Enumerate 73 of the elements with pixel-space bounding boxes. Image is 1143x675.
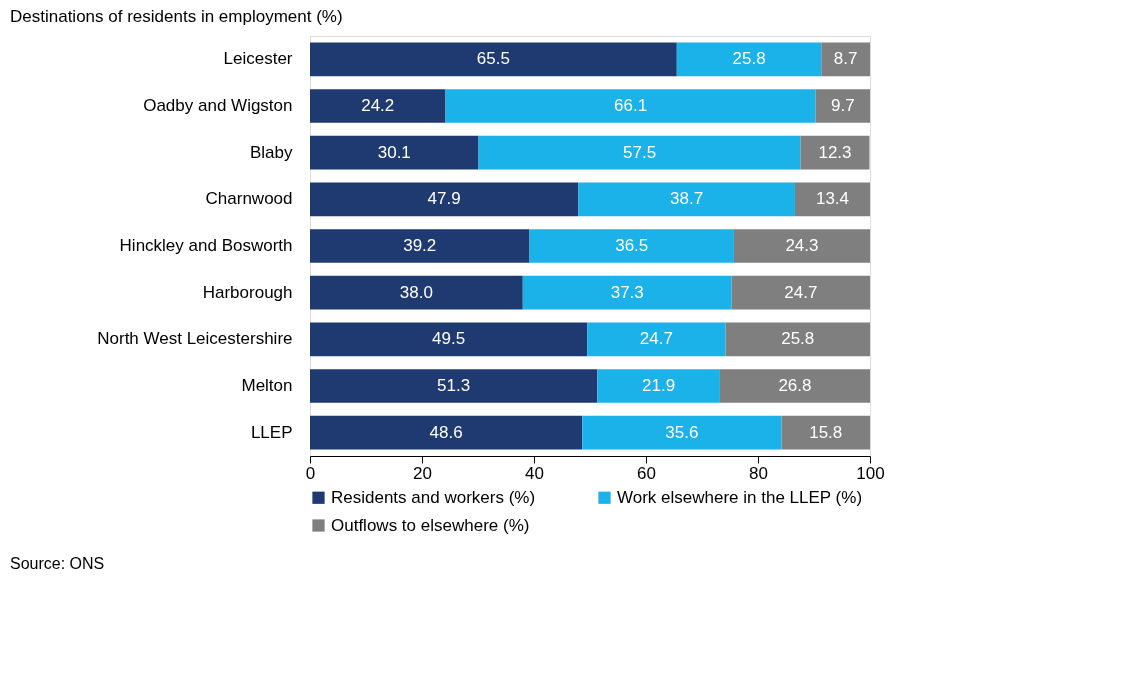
text: 24.7 bbox=[639, 329, 673, 349]
bar bbox=[310, 369, 598, 403]
y-tick-label: LLEP bbox=[250, 422, 293, 442]
bar bbox=[310, 415, 583, 450]
legend-label: Residents and workers (%) bbox=[331, 487, 536, 507]
bar bbox=[310, 275, 523, 310]
x-tick-label: 80 bbox=[749, 463, 768, 483]
text: 9.7 bbox=[831, 96, 855, 115]
x-tick-label: 100 bbox=[856, 463, 885, 483]
bar bbox=[781, 415, 870, 450]
y-tick-label: North West Leicestershire bbox=[97, 329, 293, 349]
text: 25.8 bbox=[781, 329, 815, 349]
y-tick-label: Charnwood bbox=[205, 189, 293, 209]
text: 13.4 bbox=[815, 189, 850, 209]
y-tick-label: Blaby bbox=[249, 142, 293, 162]
bar bbox=[478, 135, 801, 170]
y-tick-label: Oadby and Wigston bbox=[143, 96, 293, 115]
text: 25.8 bbox=[732, 49, 766, 69]
bar bbox=[794, 182, 870, 217]
bar bbox=[310, 89, 446, 123]
text: 26.8 bbox=[778, 376, 812, 395]
x-tick-label: 20 bbox=[413, 463, 432, 483]
text: 15.8 bbox=[809, 422, 843, 442]
bar bbox=[719, 369, 870, 403]
text: 48.6 bbox=[429, 422, 463, 442]
text: 12.3 bbox=[818, 142, 852, 162]
x-tick-label: 0 bbox=[305, 463, 316, 483]
y-tick-label: Hinckley and Bosworth bbox=[119, 236, 293, 255]
bar bbox=[597, 369, 720, 403]
bar bbox=[522, 275, 732, 310]
text: 47.9 bbox=[427, 189, 461, 209]
text: 37.3 bbox=[610, 282, 644, 302]
bar bbox=[310, 135, 479, 170]
text: 24.7 bbox=[784, 282, 818, 302]
bar bbox=[310, 322, 588, 357]
text: 66.1 bbox=[614, 96, 648, 115]
bar bbox=[676, 42, 822, 77]
bar bbox=[582, 415, 782, 450]
text: 30.1 bbox=[377, 142, 411, 162]
y-tick-label: Leicester bbox=[223, 49, 293, 69]
chart-title: Destinations of residents in employment (%) bbox=[10, 7, 343, 26]
bar bbox=[310, 182, 579, 217]
text: 21.9 bbox=[642, 376, 676, 395]
legend-label: Work elsewhere in the LLEP (%) bbox=[617, 487, 863, 507]
y-tick-label: Harborough bbox=[202, 282, 293, 302]
bar bbox=[529, 229, 734, 263]
bar bbox=[445, 89, 816, 123]
text: 24.3 bbox=[785, 236, 819, 255]
text: 38.7 bbox=[670, 189, 704, 209]
text: 57.5 bbox=[623, 142, 657, 162]
text: 65.5 bbox=[476, 49, 510, 69]
text: 35.6 bbox=[665, 422, 699, 442]
bar bbox=[733, 229, 870, 263]
bar bbox=[310, 229, 530, 263]
text: 39.2 bbox=[403, 236, 437, 255]
text: 38.0 bbox=[399, 282, 433, 302]
y-tick-label: Melton bbox=[241, 376, 293, 395]
bar bbox=[310, 42, 677, 77]
bar bbox=[725, 322, 870, 357]
x-tick-label: 60 bbox=[637, 463, 656, 483]
text: 8.7 bbox=[833, 49, 858, 69]
bar bbox=[731, 275, 870, 310]
text: 24.2 bbox=[361, 96, 395, 115]
legend-label: Outflows to elsewhere (%) bbox=[331, 515, 530, 535]
bar bbox=[587, 322, 726, 357]
source-note: Source: ONS bbox=[10, 555, 105, 572]
text: 36.5 bbox=[615, 236, 649, 255]
bar bbox=[821, 42, 870, 77]
x-tick-label: 40 bbox=[525, 463, 544, 483]
text: 51.3 bbox=[437, 376, 471, 395]
text: 49.5 bbox=[432, 329, 466, 349]
bar bbox=[815, 89, 870, 123]
bar bbox=[578, 182, 795, 217]
